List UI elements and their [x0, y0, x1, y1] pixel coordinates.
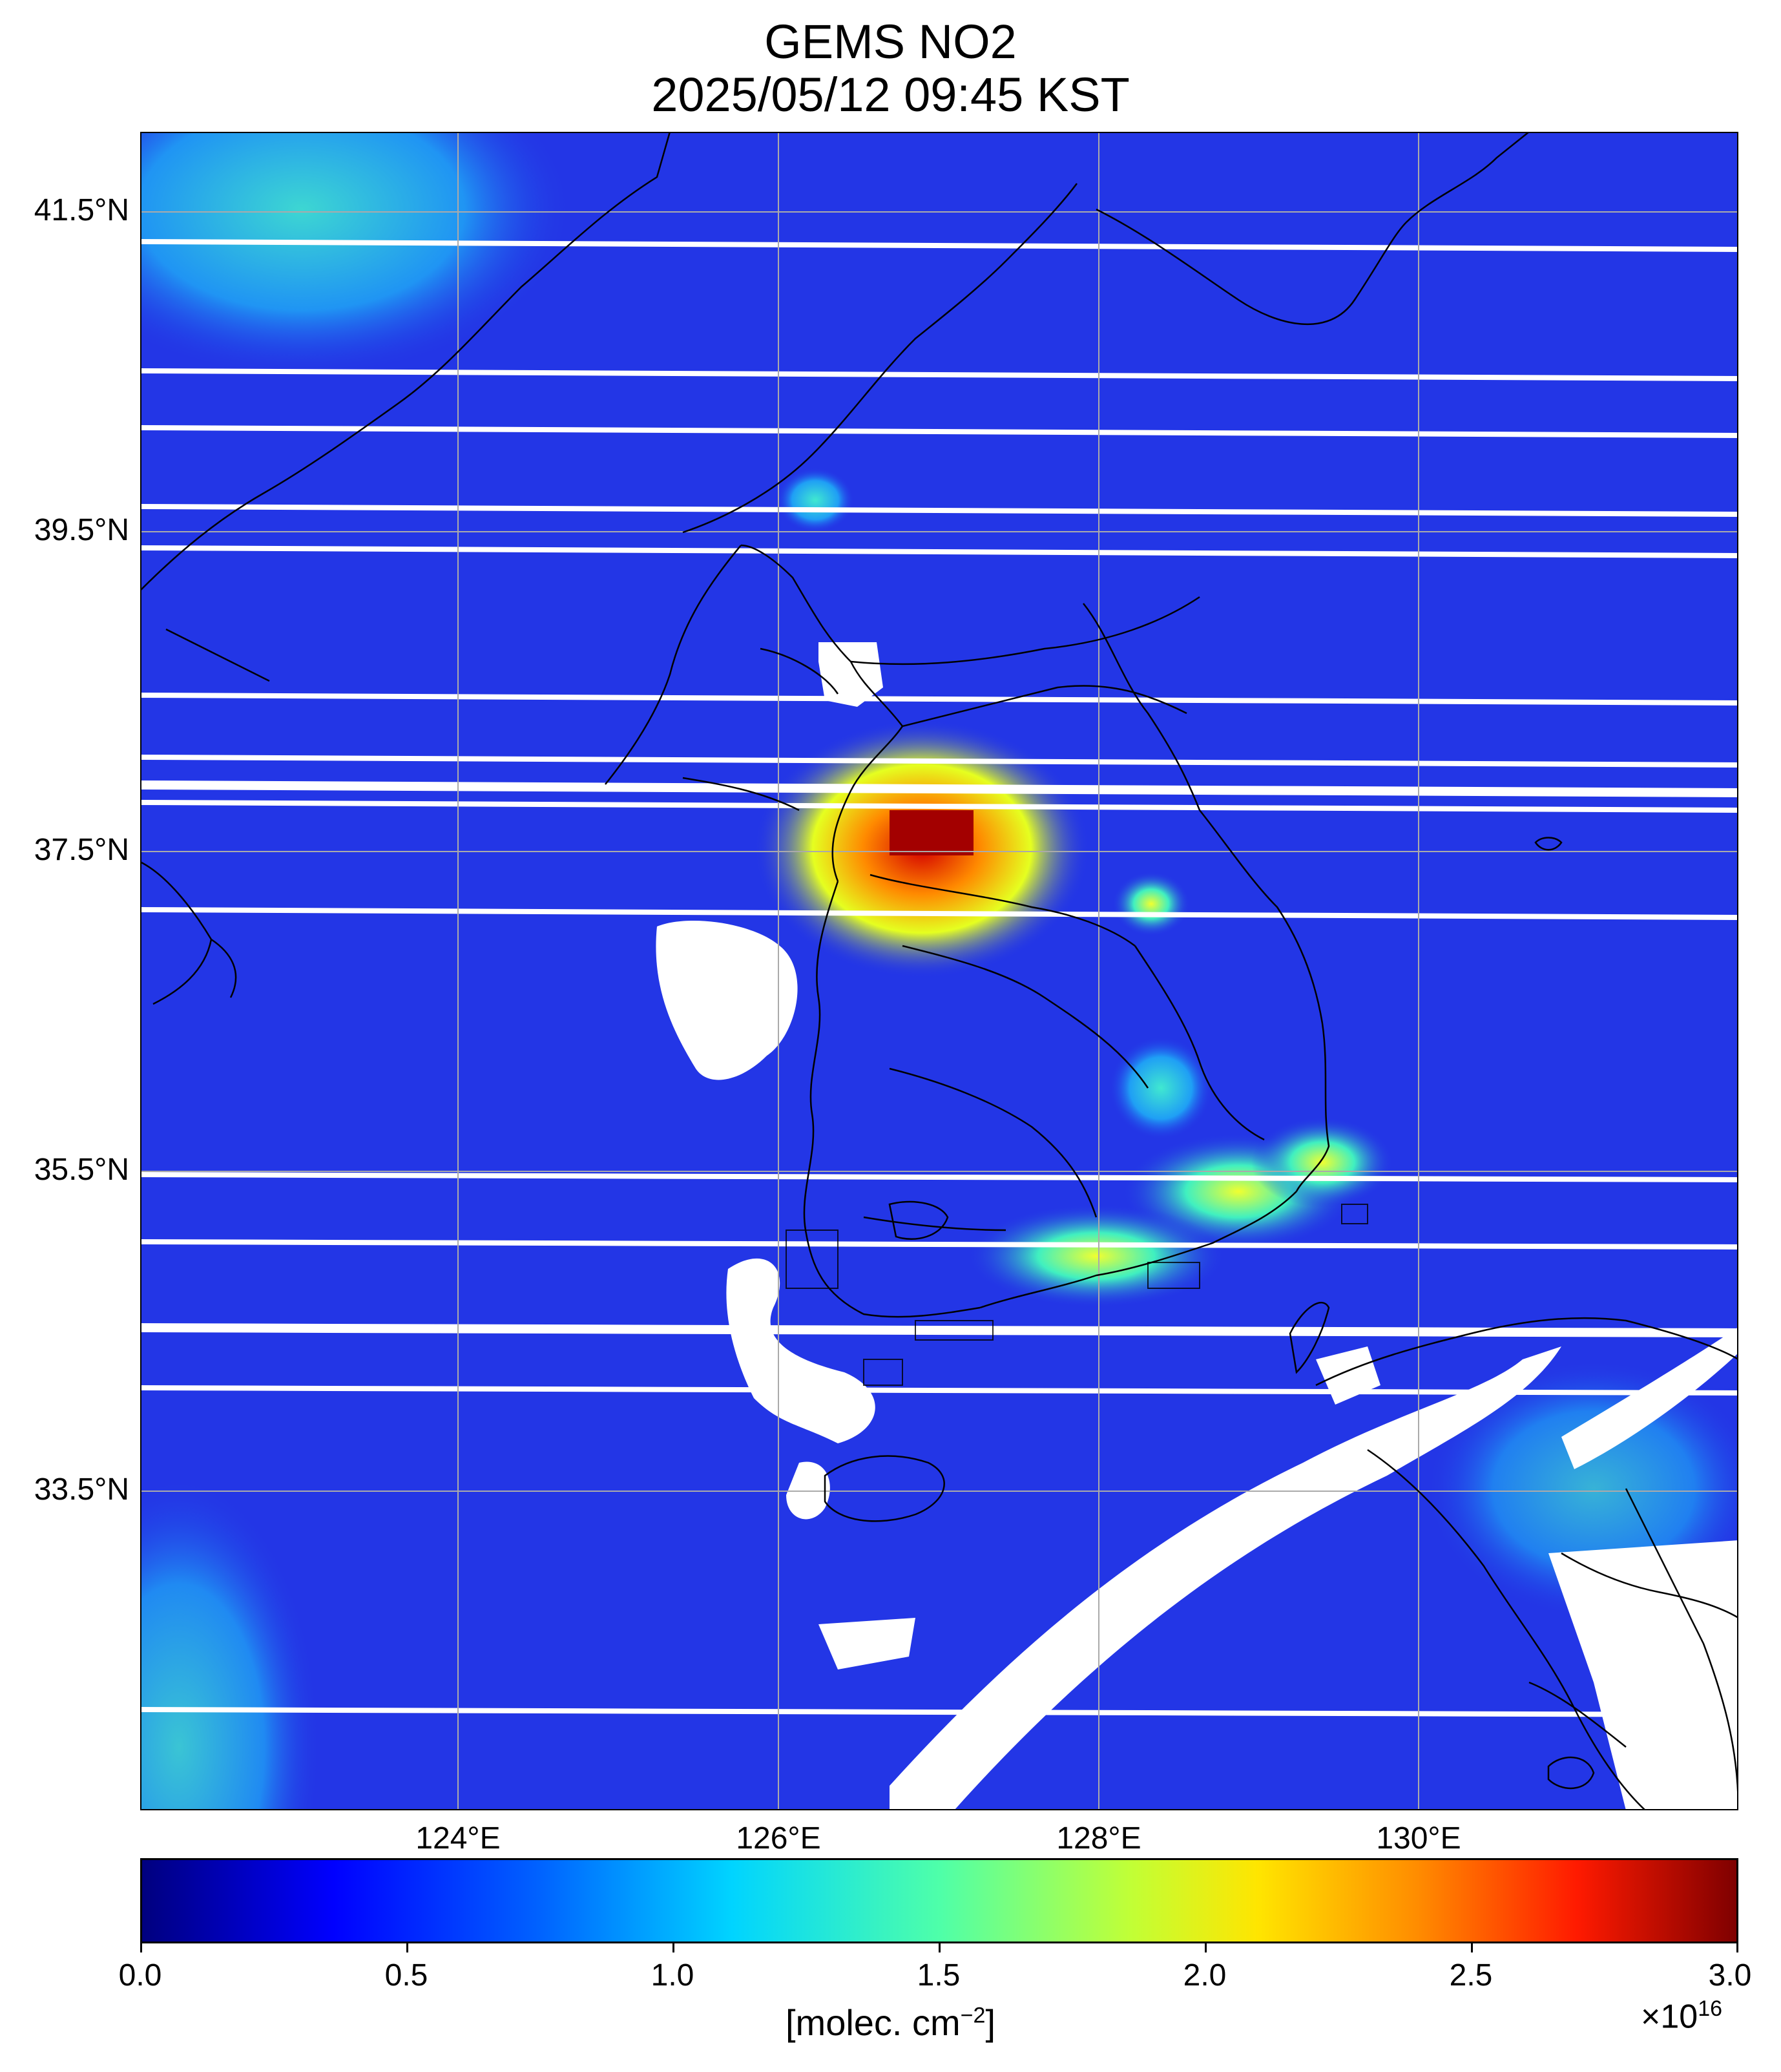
south-coast-hotspot [967, 1204, 1225, 1308]
colorbar-tick [406, 1943, 408, 1952]
colorbar-tick [939, 1943, 941, 1952]
seoul-core [890, 810, 974, 855]
north-hotspot [776, 468, 854, 532]
unit-close: ] [985, 2002, 996, 2043]
island-clusters [786, 1204, 1368, 1386]
lon-label-124: 124°E [415, 1821, 501, 1856]
colorbar-label-3: 3.0 [1708, 1958, 1752, 1993]
lat-label-37-5: 37.5°N [34, 833, 129, 867]
central-hotspot [1112, 872, 1190, 936]
lon-label-128: 128°E [1056, 1821, 1141, 1856]
sw-enhanced-region [140, 1476, 321, 1810]
colorbar-label-2-5: 2.5 [1449, 1958, 1493, 1993]
lon-label-130: 130°E [1376, 1821, 1461, 1856]
colorbar-unit-label: [molec. cm−2] [0, 2002, 1781, 2044]
colorbar-scale-factor: ×1016 [1641, 1996, 1722, 2036]
unit-text: [molec. cm [785, 2002, 961, 2043]
no2-map-panel [140, 132, 1738, 1810]
colorbar-tick [140, 1943, 142, 1952]
coastlines [140, 132, 1738, 1810]
colorbar-tick [1205, 1943, 1207, 1952]
daegu-hotspot [1109, 1036, 1213, 1140]
ulsan-hotspot [1251, 1117, 1393, 1208]
scale-exponent: 16 [1698, 1996, 1723, 2021]
scale-text: ×10 [1641, 1998, 1698, 2036]
lon-label-126: 126°E [736, 1821, 821, 1856]
colorbar-label-1: 1.0 [651, 1958, 694, 1993]
colorbar-tick [1736, 1943, 1738, 1952]
lat-label-41-5: 41.5°N [34, 193, 129, 227]
colorbar-label-0-5: 0.5 [384, 1958, 428, 1993]
colorbar-label-2: 2.0 [1183, 1958, 1227, 1993]
graticule [140, 132, 1738, 1810]
map-title-line2: 2025/05/12 09:45 KST [651, 68, 1130, 121]
colorbar-tick [672, 1943, 674, 1952]
lat-label-35-5: 35.5°N [34, 1153, 129, 1187]
nw-enhanced-region [140, 132, 573, 377]
lat-label-39-5: 39.5°N [34, 513, 129, 547]
unit-exponent: −2 [960, 2003, 986, 2028]
map-title-line1: GEMS NO2 [764, 15, 1017, 68]
colorbar-label-0: 0.0 [118, 1958, 162, 1993]
no2-map-canvas [140, 132, 1738, 1810]
colorbar [140, 1858, 1738, 1943]
colorbar-label-1-5: 1.5 [917, 1958, 961, 1993]
lat-label-33-5: 33.5°N [34, 1472, 129, 1507]
colorbar-tick [1471, 1943, 1473, 1952]
